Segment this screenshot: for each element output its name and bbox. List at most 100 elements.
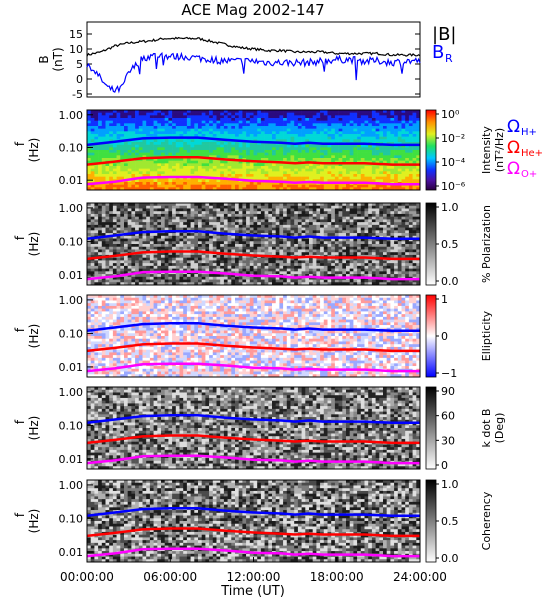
spectrogram-cell [109,118,114,121]
spectrogram-cell [346,131,350,135]
spectrogram-cell [349,176,354,180]
spectrogram-cell [146,134,151,137]
spectrogram-cell [153,203,158,207]
spectrogram-cell [268,265,273,269]
spectrogram-cell [364,118,369,121]
spectrogram-cell [334,205,339,209]
spectrogram-cell [168,268,173,272]
spectrogram-cell [312,139,317,143]
spectrogram-cell [161,187,165,191]
spectrogram-cell [135,131,140,135]
spectrogram-cell [360,120,365,124]
spectrogram-cell [279,147,284,151]
spectrogram-cell [124,260,128,264]
spectrogram-cell [353,158,358,161]
spectrogram-cell [223,268,228,272]
spectrogram-cell [272,144,276,148]
spectrogram-cell [242,246,247,250]
spectrogram-cell [279,112,284,116]
spectrogram-cell [183,123,188,127]
spectrogram-cell [320,213,325,217]
spectrogram-cell [157,128,162,132]
spectrogram-cell [397,158,402,161]
spectrogram-cell [124,279,128,283]
spectrogram-cell [175,144,180,148]
spectrogram-cell [294,252,299,256]
spectrogram-cell [105,241,110,245]
spectrogram-cell [368,160,373,164]
spectrogram-cell [175,152,180,156]
spectrogram-cell [283,126,288,129]
spectrogram-cell [116,265,121,269]
spectrogram-cell [161,227,165,231]
spectrogram-cell [153,279,158,283]
spectrogram-cell [98,233,103,237]
spectrogram-cell [157,208,162,212]
spectrogram-cell [353,184,358,188]
spectrogram-cell [172,208,177,212]
spectrogram-cell [223,174,228,177]
spectrogram-cell [157,160,162,164]
spectrogram-cell [334,211,339,215]
spectrogram-cell [253,271,258,275]
spectrogram-cell [268,144,273,148]
spectrogram-cell [198,238,202,242]
spectrogram-cell [231,144,236,148]
spectrogram-cell [290,139,295,143]
spectrogram-cell [238,134,243,137]
spectrogram-cell [98,118,103,121]
spectrogram-cell [120,118,125,121]
spectrogram-cell [253,163,258,167]
spectrogram-cell [238,227,243,231]
spectrogram-cell [235,134,239,137]
spectrogram-cell [297,271,302,275]
spectrogram-cell [309,282,313,286]
spectrogram-cell [305,131,310,135]
spectrogram-cell [201,260,206,264]
spectrogram-cell [194,268,199,272]
spectrogram-cell [260,155,265,159]
spectrogram-cell [116,166,121,169]
spectrogram-cell [238,174,243,177]
spectrogram-cell [179,171,184,175]
spectrogram-cell [353,128,358,132]
spectrogram-cell [334,282,339,286]
spectrogram-cell [120,254,125,258]
spectrogram-cell [87,282,91,286]
spectrogram-cell [116,150,121,153]
spectrogram-cell [364,174,369,177]
spectrogram-cell [90,274,95,278]
spectrogram-cell [346,227,350,231]
spectrogram-cell [264,174,269,177]
spectrogram-cell [360,134,365,137]
spectrogram-cell [349,179,354,183]
spectrogram-cell [368,152,373,156]
spectrogram-cell [264,144,269,148]
spectrogram-cell [305,224,310,228]
spectrogram-cell [153,222,158,226]
spectrogram-cell [131,131,136,135]
spectrogram-cell [87,176,91,180]
spectrogram-cell [138,112,143,116]
spectrogram-cell [290,171,295,175]
spectrogram-cell [360,115,365,119]
spectrogram-cell [127,144,132,148]
spectrogram-cell [305,120,310,124]
spectrogram-cell [260,227,265,231]
spectrogram-cell [353,126,358,129]
spectrogram-cell [168,213,173,217]
spectrogram-cell [168,160,173,164]
spectrogram-cell [223,147,228,151]
spectrogram-cell [249,176,254,180]
spectrogram-cell [127,155,132,159]
spectrogram-cell [227,182,232,185]
spectrogram-cell [353,238,358,242]
spectrogram-cell [320,268,325,272]
spectrogram-cell [297,260,302,264]
spectrogram-cell [142,244,147,248]
spectrogram-cell [223,254,228,258]
spectrogram-cell [201,238,206,242]
spectrogram-cell [183,115,188,119]
spectrogram-cell [94,144,99,148]
spectrogram-cell [235,142,239,145]
